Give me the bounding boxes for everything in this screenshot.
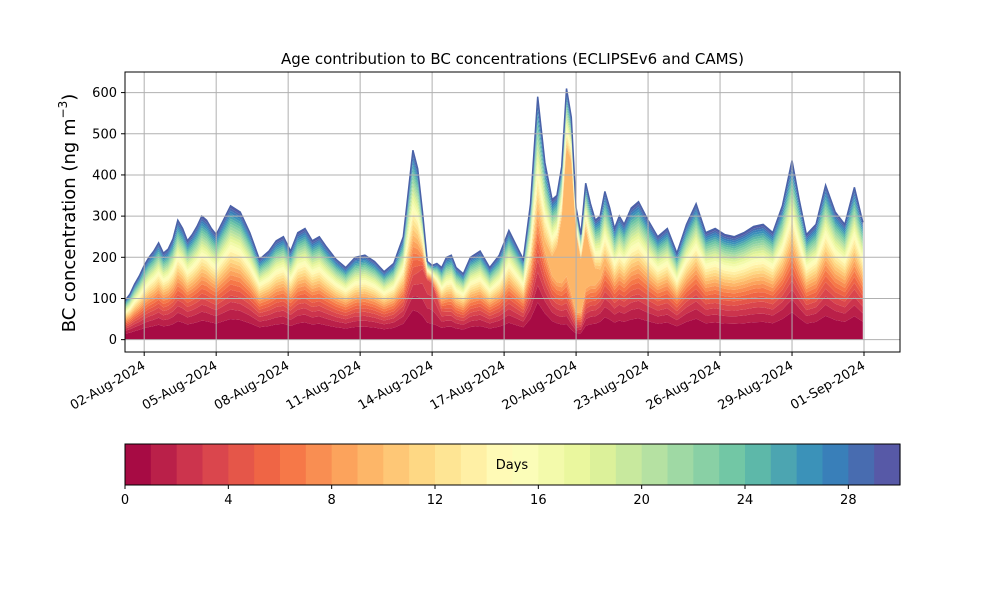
colorbar-tick-label: 20	[633, 493, 650, 508]
x-tick-label: 29-Aug-2024	[716, 358, 796, 413]
x-tick-label: 26-Aug-2024	[644, 358, 724, 413]
plot-frame	[124, 71, 901, 353]
x-tick-label: 17-Aug-2024	[428, 358, 508, 413]
colorbar-tick-label: 28	[840, 493, 857, 508]
colorbar-band	[564, 444, 591, 485]
chart-title: Age contribution to BC concentrations (E…	[281, 50, 744, 68]
age-band-6-7-days	[125, 231, 863, 324]
colorbar-band	[176, 444, 204, 485]
colorbar-tick-label: 16	[530, 493, 547, 508]
colorbar-tick-label: 8	[328, 493, 336, 508]
colorbar-band	[409, 444, 436, 485]
colorbar-band	[228, 444, 255, 485]
age-band-4-5-days	[125, 249, 863, 327]
y-tick-label: 100	[92, 292, 117, 307]
colorbar-band	[280, 444, 307, 485]
colorbar-band	[615, 444, 643, 485]
colorbar-band	[435, 444, 462, 485]
y-tick-label: 500	[92, 127, 117, 142]
x-tick-label: 14-Aug-2024	[356, 358, 436, 413]
colorbar-band	[460, 444, 488, 485]
age-band-0-1-days	[125, 302, 863, 340]
x-tick-label: 01-Sep-2024	[788, 358, 868, 413]
stacked-age-areas	[125, 88, 864, 340]
x-tick-label: 05-Aug-2024	[140, 358, 220, 413]
colorbar-tick-label: 24	[737, 493, 754, 508]
colorbar-band	[486, 444, 514, 485]
colorbar-band	[693, 444, 720, 485]
colorbar-band	[770, 444, 798, 485]
age-band-7-8-days	[125, 223, 863, 323]
y-tick-label: 0	[109, 333, 117, 348]
x-axis: 02-Aug-202405-Aug-202408-Aug-202411-Aug-…	[68, 352, 868, 414]
colorbar-tick-label: 0	[121, 493, 129, 508]
colorbar-band	[383, 444, 410, 485]
colorbar-tick-label: 12	[427, 493, 444, 508]
x-tick-label: 11-Aug-2024	[284, 358, 364, 413]
colorbar-band	[331, 444, 359, 485]
colorbar-ticks: 0 4 8 12 16 20 24 28	[121, 485, 857, 508]
colorbar-band	[719, 444, 746, 485]
y-axis: 0 100 200 300 400 500 600	[92, 86, 125, 348]
colorbar-band	[822, 444, 849, 485]
age-band-16-17-days	[125, 124, 863, 312]
colorbar-band	[305, 444, 333, 485]
colorbar-band	[667, 444, 694, 485]
colorbar-band	[150, 444, 178, 485]
age-band-2-3-days	[125, 271, 863, 331]
age-band-15-16-days	[125, 127, 863, 313]
y-axis-label: BC concentration (ng m−3)	[56, 94, 80, 333]
y-tick-label: 200	[92, 251, 117, 266]
colorbar-band	[357, 444, 384, 485]
x-tick-label: 08-Aug-2024	[212, 358, 292, 413]
colorbar-band	[745, 444, 772, 485]
age-band-17-18-days	[125, 121, 863, 311]
colorbar-tick-label: 4	[224, 493, 232, 508]
colorbar-band	[202, 444, 229, 485]
colorbar-band	[125, 444, 152, 485]
colorbar-band	[512, 444, 539, 485]
total-concentration-line	[125, 88, 864, 302]
colorbar	[125, 444, 901, 485]
colorbar-band	[641, 444, 669, 485]
age-band-3-4-days	[125, 260, 863, 329]
colorbar-band	[254, 444, 281, 485]
colorbar-frame	[124, 443, 901, 486]
colorbar-label: Days	[496, 458, 529, 473]
y-tick-label: 600	[92, 86, 117, 101]
colorbar-band	[538, 444, 565, 485]
y-tick-label: 300	[92, 210, 117, 225]
age-band-5-6-days	[125, 240, 863, 325]
x-tick-label: 23-Aug-2024	[572, 358, 652, 413]
colorbar-band	[874, 444, 901, 485]
y-tick-label: 400	[92, 168, 117, 183]
colorbar-band	[796, 444, 824, 485]
age-band-8-9-days	[125, 215, 863, 321]
x-tick-label: 20-Aug-2024	[500, 358, 580, 413]
grid-lines	[125, 72, 900, 352]
colorbar-band	[848, 444, 875, 485]
x-tick-label: 02-Aug-2024	[68, 358, 148, 413]
colorbar-band	[590, 444, 617, 485]
age-band-1-2-days	[125, 285, 863, 334]
